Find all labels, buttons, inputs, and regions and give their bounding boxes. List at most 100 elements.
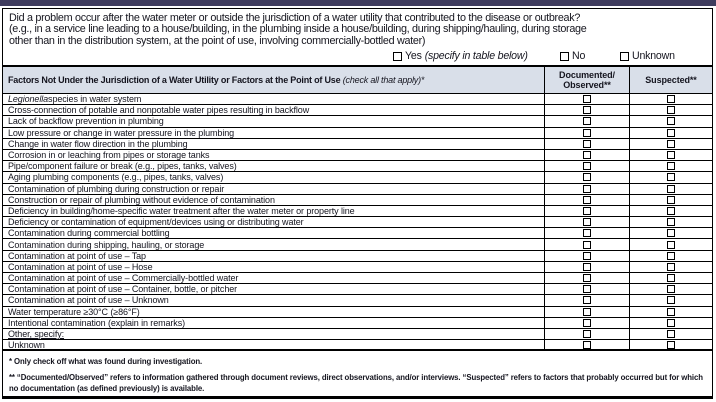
documented-observed-checkbox[interactable] [583,240,591,249]
suspected-checkbox[interactable] [667,318,675,327]
documented-observed-checkbox[interactable] [583,184,591,193]
suspected-column-header: Suspected** [645,74,697,85]
suspected-cell [630,128,712,138]
table-row: Unknown [3,340,712,352]
suspected-checkbox[interactable] [667,151,675,160]
table-row: Contamination at point of use – Hose [3,261,712,273]
documented-observed-checkbox[interactable] [583,340,591,349]
suspected-checkbox[interactable] [667,229,675,238]
documented-observed-checkbox[interactable] [583,162,591,171]
no-checkbox-icon[interactable] [560,51,569,61]
suspected-cell [630,217,712,227]
documented-observed-checkbox[interactable] [583,296,591,305]
factor-label: Construction or repair of plumbing witho… [3,194,545,205]
suspected-cell [630,206,712,216]
documented-observed-cell [545,295,630,306]
factor-label: Contamination at point of use – Hose [3,261,545,272]
documented-observed-checkbox[interactable] [583,229,591,238]
suspected-cell [630,161,712,171]
table-row: Contamination during commercial bottling [3,228,712,240]
suspected-checkbox[interactable] [667,195,675,204]
factor-column-header-note: (check all that apply)* [342,75,425,85]
documented-observed-cell [545,172,630,183]
suspected-checkbox[interactable] [667,128,675,137]
suspected-checkbox[interactable] [667,274,675,283]
suspected-cell [630,184,712,194]
no-option[interactable]: No [560,50,585,62]
table-row: Contamination at point of use – Containe… [3,284,712,296]
documented-observed-checkbox[interactable] [583,285,591,294]
yes-option[interactable]: Yes (specify in table below) [393,50,528,62]
suspected-checkbox[interactable] [667,218,675,227]
suspected-checkbox[interactable] [667,307,675,316]
documented-observed-checkbox[interactable] [583,330,591,339]
suspected-cell [630,284,712,294]
documented-observed-checkbox[interactable] [583,195,591,204]
suspected-checkbox[interactable] [667,262,675,271]
suspected-cell [630,195,712,205]
documented-observed-checkbox[interactable] [583,206,591,215]
documented-observed-checkbox[interactable] [583,95,591,104]
suspected-checkbox[interactable] [667,296,675,305]
suspected-checkbox[interactable] [667,117,675,126]
table-row: Deficiency or contamination of equipment… [3,217,712,229]
documented-observed-cell [545,149,630,161]
documented-observed-cell [545,217,630,228]
suspected-cell [630,340,712,349]
documented-observed-checkbox[interactable] [583,307,591,316]
documented-observed-checkbox[interactable] [583,274,591,283]
documented-observed-checkbox[interactable] [583,218,591,227]
documented-observed-checkbox[interactable] [583,251,591,260]
documented-observed-column-header: Documented/ Observed** [545,67,630,93]
documented-observed-cell [545,250,630,261]
table-row: Legionella species in water system [3,94,712,106]
table-row: Contamination at point of use – Commerci… [3,273,712,285]
documented-observed-cell [545,284,630,295]
suspected-checkbox[interactable] [667,95,675,104]
suspected-cell [630,329,712,339]
documented-observed-checkbox[interactable] [583,262,591,271]
suspected-checkbox[interactable] [667,184,675,193]
yes-checkbox-icon[interactable] [393,51,402,61]
suspected-cell [630,295,712,305]
factor-label: Pipe/component failure or break (e.g., p… [3,161,545,172]
documented-observed-cell [545,161,630,172]
documented-observed-cell [545,306,630,317]
suspected-checkbox[interactable] [667,285,675,294]
table-row: Contamination at point of use – Tap [3,250,712,262]
suspected-checkbox[interactable] [667,330,675,339]
suspected-cell [630,94,712,104]
question-section: Did a problem occur after the water mete… [3,9,712,67]
suspected-checkbox[interactable] [667,173,675,182]
documented-observed-cell [545,239,630,250]
unknown-option[interactable]: Unknown [620,50,675,62]
documented-observed-checkbox[interactable] [583,128,591,137]
suspected-checkbox[interactable] [667,139,675,148]
suspected-cell [630,139,712,149]
table-row: Contamination during shipping, hauling, … [3,239,712,251]
table-row: Contamination at point of use – Unknown [3,295,712,307]
factor-label: Change in water flow direction in the pl… [3,138,545,149]
suspected-checkbox[interactable] [667,340,675,349]
table-row: Corrosion in or leaching from pipes or s… [3,149,712,162]
documented-observed-cell [545,138,630,149]
unknown-checkbox-icon[interactable] [620,51,629,61]
documented-observed-checkbox[interactable] [583,318,591,327]
factor-label: Cross-connection of potable and nonpotab… [3,105,545,116]
documented-observed-checkbox[interactable] [583,173,591,182]
footnote-double-asterisk: ** “Documented/Observed” refers to infor… [9,372,703,393]
suspected-checkbox[interactable] [667,240,675,249]
suspected-checkbox[interactable] [667,162,675,171]
section-divider-bar [0,0,716,6]
suspected-checkbox[interactable] [667,106,675,115]
suspected-checkbox[interactable] [667,251,675,260]
documented-observed-checkbox[interactable] [583,139,591,148]
suspected-cell [630,251,712,261]
documented-observed-checkbox[interactable] [583,117,591,126]
documented-observed-checkbox[interactable] [583,151,591,160]
table-row: Contamination of plumbing during constru… [3,183,712,195]
suspected-checkbox[interactable] [667,206,675,215]
factor-label: Unknown [3,340,545,350]
documented-observed-cell [545,94,630,105]
documented-observed-checkbox[interactable] [583,106,591,115]
